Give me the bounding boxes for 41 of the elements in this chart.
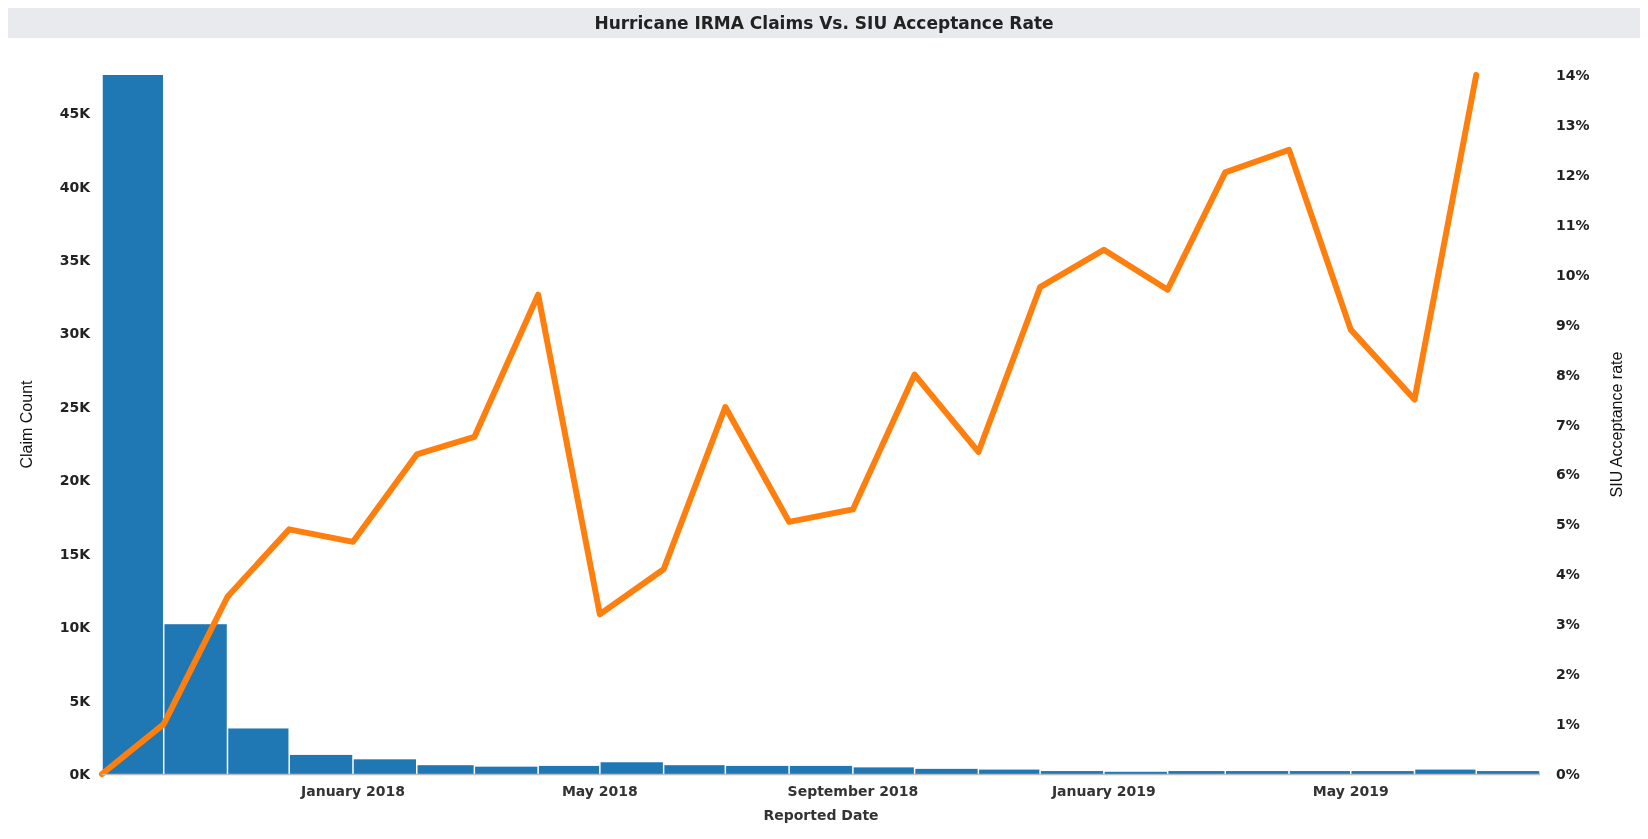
y2-axis-title: SIU Acceptance rate: [1608, 351, 1625, 498]
y-tick-label: 30K: [59, 325, 92, 342]
y-tick-label: 10K: [59, 619, 92, 636]
y2-tick-label: 10%: [1556, 266, 1590, 283]
y2-tick-label: 6%: [1556, 466, 1580, 483]
chart-title: Hurricane IRMA Claims Vs. SIU Acceptance Rate: [594, 13, 1054, 33]
y-axis-title: Claim Count: [18, 379, 35, 469]
y2-tick-label: 9%: [1556, 316, 1580, 333]
bar: [538, 765, 600, 774]
y2-tick-label: 1%: [1556, 716, 1580, 733]
bar: [789, 765, 853, 774]
y2-tick-label: 11%: [1556, 216, 1590, 233]
y-tick-label: 25K: [59, 398, 92, 415]
y-tick-label: 15K: [59, 545, 92, 562]
y-tick-label: 40K: [59, 178, 92, 195]
y2-tick-label: 7%: [1556, 416, 1580, 433]
y2-tick-label: 14%: [1556, 67, 1590, 83]
bar: [353, 759, 417, 774]
y2-tick-label: 0%: [1556, 766, 1580, 782]
y2-tick-label: 2%: [1556, 666, 1580, 683]
y2-tick-label: 3%: [1556, 616, 1580, 633]
bar: [289, 754, 353, 774]
x-tick-label: May 2019: [1312, 783, 1389, 799]
y-tick-label: 45K: [59, 105, 92, 122]
x-tick-label: September 2018: [787, 783, 919, 799]
y2-tick-label: 4%: [1556, 566, 1580, 583]
bar: [1476, 771, 1540, 774]
x-tick-label: May 2018: [561, 783, 638, 799]
y2-tick-label: 5%: [1556, 516, 1580, 533]
y2-tick-label: 13%: [1556, 116, 1590, 133]
x-tick-label: January 2018: [300, 783, 405, 799]
x-tick-label: January 2019: [1050, 783, 1156, 799]
y-tick-label: 0K: [69, 766, 92, 782]
y2-tick-label: 12%: [1556, 166, 1590, 183]
x-axis-title: Reported Date: [763, 807, 879, 823]
bar: [1040, 771, 1104, 774]
y2-tick-label: 8%: [1556, 366, 1580, 383]
bar: [1225, 771, 1289, 774]
y-tick-label: 5K: [69, 692, 92, 709]
y-tick-label: 20K: [59, 472, 92, 489]
y-tick-label: 35K: [59, 252, 92, 269]
